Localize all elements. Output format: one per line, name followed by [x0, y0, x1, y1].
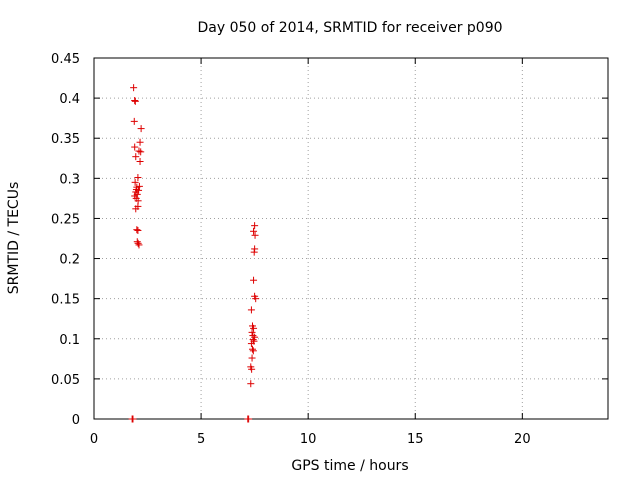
data-point	[136, 157, 144, 165]
x-axis-label: GPS time / hours	[291, 458, 408, 474]
data-point	[251, 231, 259, 239]
x-tick-label: 20	[514, 432, 531, 447]
data-point	[250, 248, 258, 256]
x-tick-labels: 0 5 10 15 20	[90, 432, 531, 447]
data-point	[247, 306, 255, 314]
data-point	[131, 143, 139, 151]
data-point	[137, 148, 145, 156]
chart-title: Day 050 of 2014, SRMTID for receiver p09…	[197, 20, 502, 36]
y-tick-label: 0.4	[59, 92, 80, 107]
y-tick-label: 0.35	[51, 132, 80, 147]
data-point	[135, 241, 143, 249]
y-tick-label: 0.05	[51, 373, 80, 388]
data-point	[131, 178, 139, 186]
data-point	[130, 117, 138, 125]
y-tick-labels: 0 0.05 0.1 0.15 0.2 0.25 0.3 0.35 0.4 0.45	[51, 52, 80, 428]
y-tick-label: 0.1	[59, 333, 80, 348]
y-tick-label: 0.3	[59, 172, 80, 187]
data-point	[250, 227, 258, 235]
data-point	[137, 125, 145, 133]
data-point	[248, 365, 256, 373]
data-point	[249, 347, 257, 355]
axis-ticks	[93, 57, 608, 420]
data-point	[130, 84, 138, 92]
data-point	[250, 324, 258, 332]
data-point	[132, 153, 140, 161]
data-point	[245, 415, 253, 423]
data-point	[247, 340, 255, 348]
data-point	[252, 295, 260, 303]
data-point	[135, 147, 143, 155]
data-point	[133, 226, 141, 234]
y-tick-label: 0.25	[51, 212, 80, 227]
y-tick-label: 0.15	[51, 293, 80, 308]
data-point	[129, 415, 137, 423]
data-point	[131, 97, 139, 105]
grid	[94, 58, 608, 419]
data-point	[134, 226, 142, 234]
data-points	[128, 84, 260, 423]
x-tick-label: 10	[300, 432, 317, 447]
data-point	[248, 328, 256, 336]
x-tick-label: 15	[407, 432, 424, 447]
data-point	[131, 97, 139, 105]
data-point	[251, 222, 259, 230]
x-tick-label: 0	[90, 432, 98, 447]
plot-frame	[93, 57, 609, 420]
data-point	[250, 276, 258, 284]
x-tick-label: 5	[197, 432, 205, 447]
data-point	[248, 345, 256, 353]
y-axis-label: SRMTID / TECUs	[6, 182, 22, 295]
data-point	[136, 138, 144, 146]
data-point	[134, 174, 142, 182]
data-point	[249, 336, 257, 344]
y-tick-label: 0.45	[51, 52, 80, 67]
y-tick-label: 0.2	[59, 253, 80, 268]
data-point	[248, 354, 256, 362]
data-point	[134, 239, 142, 247]
data-point	[133, 238, 141, 246]
data-point	[132, 205, 140, 213]
y-tick-label: 0	[72, 413, 80, 428]
data-point	[247, 380, 255, 388]
